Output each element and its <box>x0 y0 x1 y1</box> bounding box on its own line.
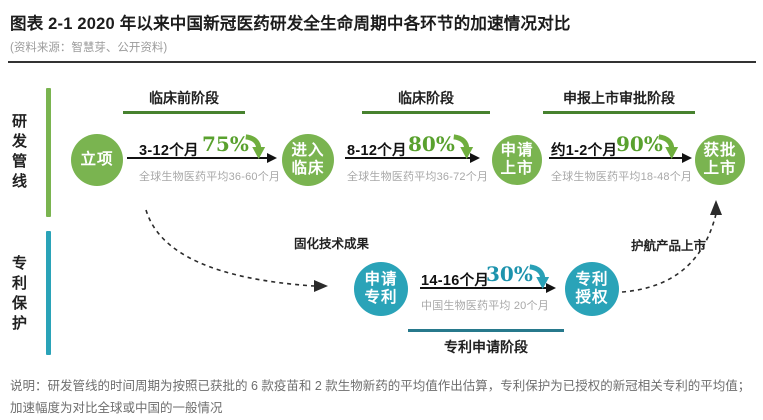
stage-underline-approval <box>543 111 695 114</box>
patent-stage-line <box>408 329 564 332</box>
link2-baseline: 全球生物医药平均36-72个月 <box>347 171 489 183</box>
link2-duration: 8-12个月 <box>347 143 407 159</box>
link1-accel-percent: 75% <box>202 132 249 156</box>
accel-down-arrow-icon <box>529 264 550 289</box>
dashed-curve-arrow-to-market <box>621 200 722 293</box>
link3-duration: 约1-2个月 <box>551 143 618 159</box>
solidify-achievement-label: 固化技术成果 <box>294 237 370 251</box>
dashed-curve-arrow-to-patent <box>145 209 328 292</box>
flow-arrow-3 <box>549 153 692 163</box>
patent-rail-label: 专利保护 <box>10 255 27 335</box>
escort-product-label: 护航产品上市 <box>631 239 707 253</box>
rd-rail-bar <box>46 88 51 217</box>
link3-accel-percent: 90% <box>616 132 663 156</box>
accel-down-arrow-icon <box>245 134 266 159</box>
stage-header-preclinical: 临床前阶段 <box>149 90 219 106</box>
link3-baseline: 全球生物医药平均18-48个月 <box>551 171 693 183</box>
figure-source: (资料来源：智慧芽、公开资料) <box>10 42 168 54</box>
stage-underline-preclinical <box>123 111 245 114</box>
link2-accel-percent: 80% <box>408 132 455 156</box>
node-enter-clinical: 进入 临床 <box>282 134 334 186</box>
node-approved-market: 获批 上市 <box>695 135 745 185</box>
figure-note: 说明：研发管线的时间周期为按照已获批的 6 款疫苗和 2 款生物新药的平均值作出… <box>10 379 751 415</box>
rd-rail-label: 研发管线 <box>10 113 27 193</box>
patent-link-baseline: 中国生物医药平均 20个月 <box>421 300 549 312</box>
node-apply-market: 申请 上市 <box>492 135 542 185</box>
link1-duration: 3-12个月 <box>139 143 199 159</box>
node-apply-patent: 申请 专利 <box>354 262 408 316</box>
patent-rail-bar <box>46 231 51 355</box>
patent-link-duration: 14-16个月 <box>421 273 490 289</box>
figure-title: 图表 2-1 2020 年以来中国新冠医药研发全生命周期中各环节的加速情况对比 <box>10 15 571 33</box>
flow-arrow-patent <box>420 283 556 293</box>
patent-link-accel-percent: 30% <box>486 262 533 286</box>
stage-header-clinical: 临床阶段 <box>398 90 454 106</box>
flow-arrow-1 <box>127 153 277 163</box>
stage-underline-clinical <box>362 111 490 114</box>
node-project-initiation: 立项 <box>71 134 123 186</box>
node-patent-granted: 专利 授权 <box>565 262 619 316</box>
accel-down-arrow-icon <box>453 134 474 159</box>
flow-arrow-2 <box>345 153 480 163</box>
link1-baseline: 全球生物医药平均36-60个月 <box>139 171 281 183</box>
stage-header-approval: 申报上市审批阶段 <box>563 90 675 106</box>
stage-header-patent: 专利申请阶段 <box>444 339 528 355</box>
header-divider <box>8 61 756 63</box>
accel-down-arrow-icon <box>658 134 679 159</box>
